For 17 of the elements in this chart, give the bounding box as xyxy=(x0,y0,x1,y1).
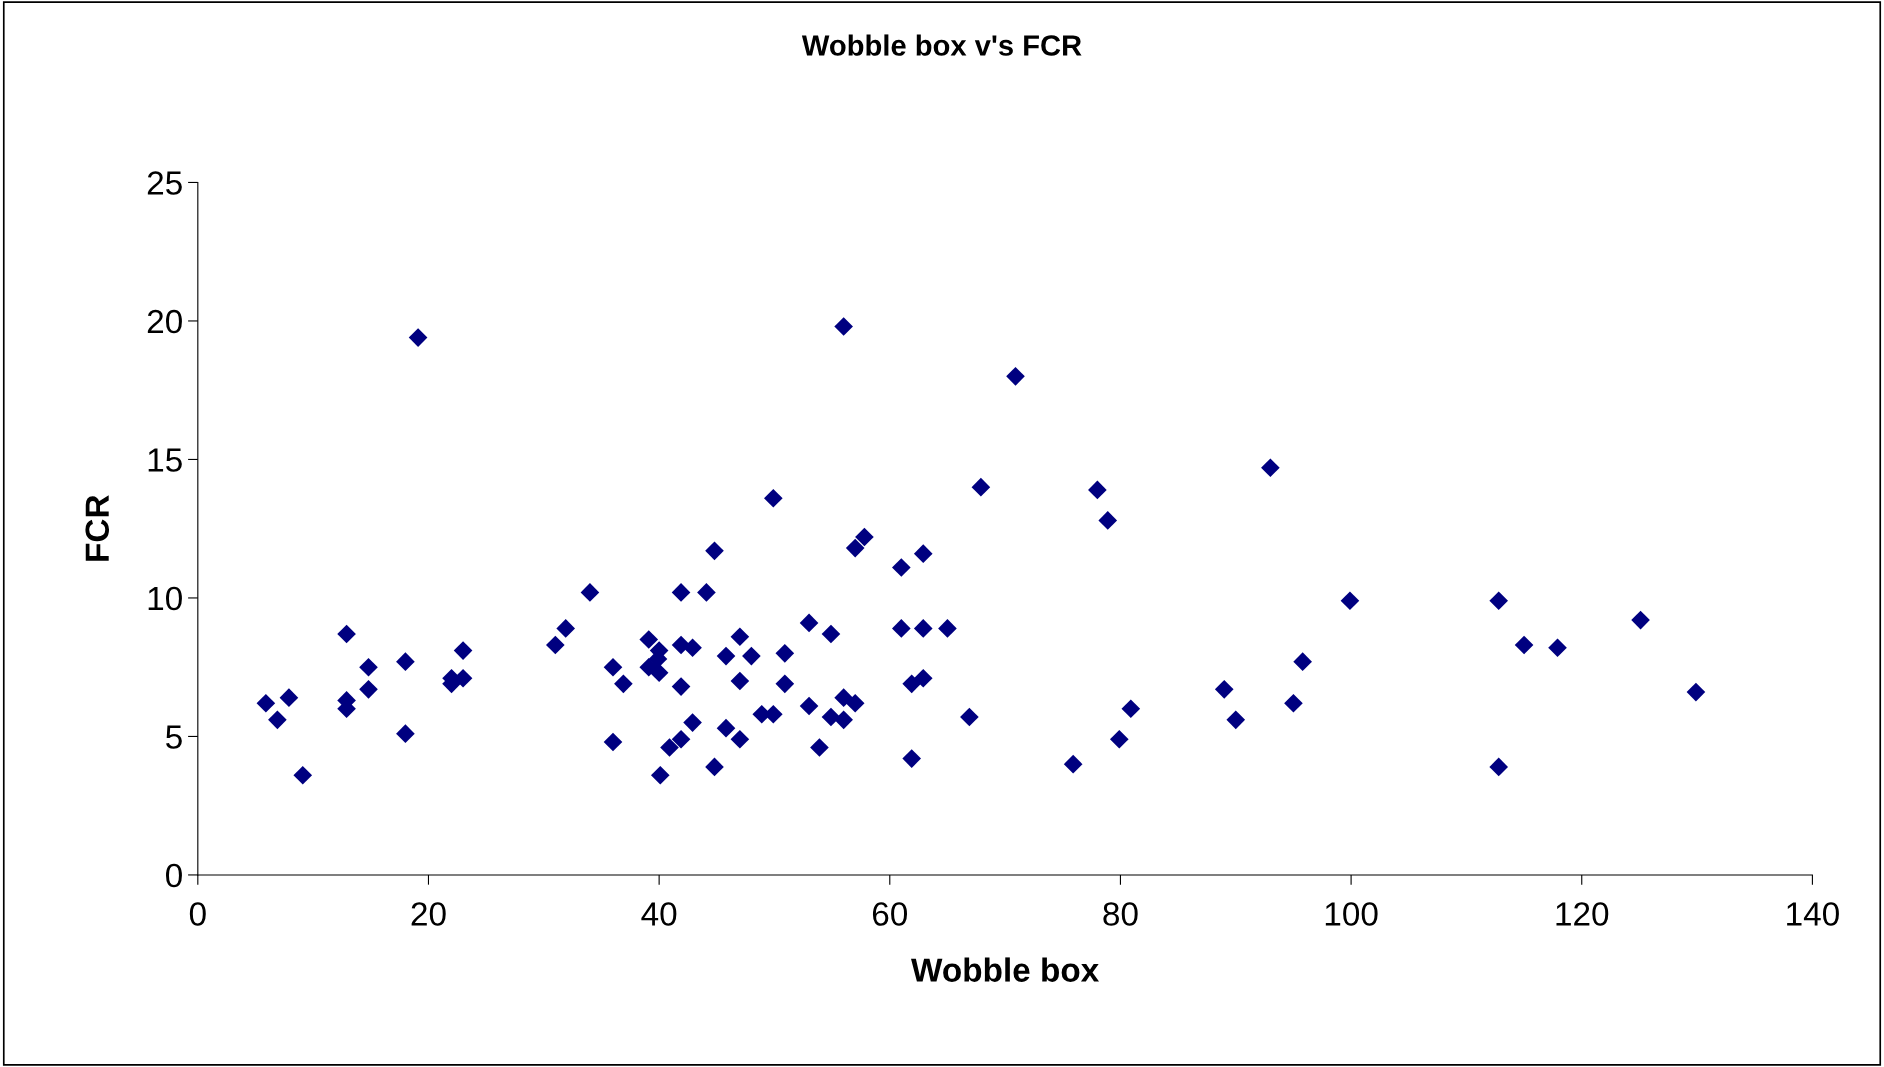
x-tick-label: 80 xyxy=(1103,902,1138,926)
x-tick-label: 40 xyxy=(641,902,677,926)
y-tick-label: 5 xyxy=(166,725,182,749)
y-tick-label: 10 xyxy=(148,586,182,611)
y-axis-title: FCR xyxy=(85,495,110,561)
x-tick-label: 120 xyxy=(1556,902,1609,926)
y-tick-label: 0 xyxy=(166,863,182,888)
x-axis-title: Wobble box xyxy=(911,957,1100,982)
y-tick-label: 15 xyxy=(148,448,182,472)
y-tick-label: 20 xyxy=(147,309,182,334)
x-tick-label: 140 xyxy=(1787,902,1839,926)
x-tick-label: 0 xyxy=(189,902,206,926)
chart-title: Wobble box v's FCR xyxy=(801,34,1082,56)
x-tick-label: 20 xyxy=(411,902,446,926)
x-tick-label: 60 xyxy=(872,902,908,926)
y-tick-label: 25 xyxy=(147,171,182,195)
x-tick-label: 100 xyxy=(1325,902,1378,926)
